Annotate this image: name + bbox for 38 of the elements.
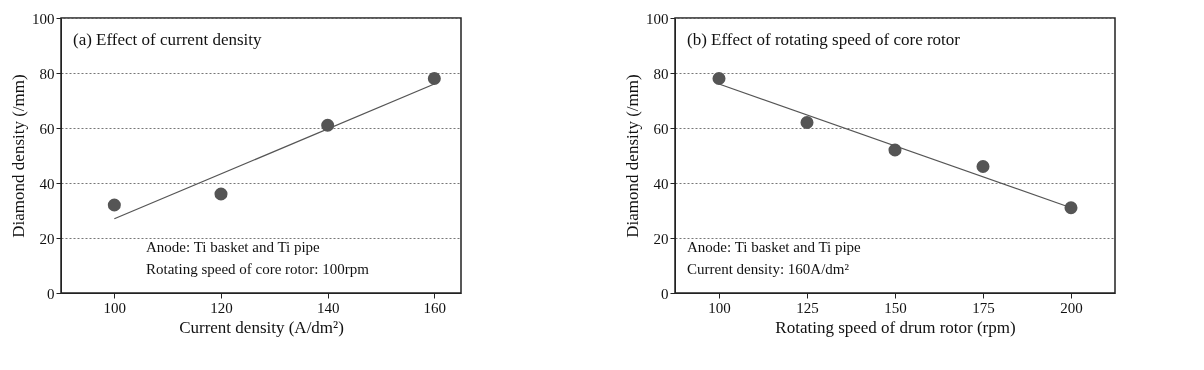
point (427, 71, 441, 86)
y-tick-label: 40 (653, 175, 669, 192)
point (800, 115, 814, 130)
y-tick-label: 100 (646, 10, 669, 27)
x-tick-label: 125 (796, 299, 819, 316)
y-tick-label: 80 (653, 65, 669, 82)
x-tick-label: 100 (103, 299, 127, 316)
x-tick-label: 160 (423, 299, 447, 316)
y-tick-label: 40 (39, 175, 55, 192)
point (107, 198, 121, 212)
y-tick-label: 60 (39, 120, 55, 137)
y-tick-label: 0 (47, 285, 55, 302)
y-tick-label: 100 (32, 10, 55, 27)
x-tick-label: 150 (884, 299, 907, 316)
x-tick-label: 100 (708, 299, 731, 316)
annotation: Anode: Ti basket and Ti pipe (146, 239, 321, 255)
y-axis-title: Diamond density (/mm) (623, 74, 642, 238)
x-tick-label: 120 (210, 299, 233, 316)
y-tick-label: 80 (39, 65, 55, 82)
point (1064, 201, 1078, 215)
y-tick-label: 0 (661, 285, 669, 302)
y-tick-label: 20 (653, 230, 669, 247)
x-tick-label: 175 (972, 299, 995, 316)
y-tick-label: 60 (653, 120, 669, 137)
x-tick-label: 200 (1060, 299, 1083, 316)
y-tick-label: 20 (39, 230, 55, 247)
x-axis-title: Current density (A/dm²) (179, 317, 344, 337)
text: (a) Effect of current density (73, 30, 262, 49)
annotation: Anode: Ti basket and Ti pipe (687, 239, 862, 255)
point (712, 71, 726, 86)
annotation: Current density: 160A/dm² (687, 261, 850, 277)
point (976, 159, 990, 174)
x-tick-label: 140 (316, 299, 340, 316)
text: (b) Effect of rotating speed of core rotor (687, 30, 961, 49)
x-axis-title: Rotating speed of drum rotor (rpm) (775, 317, 1016, 337)
point (214, 187, 228, 201)
y-axis-title: Diamond density (/mm) (9, 74, 28, 238)
annotation: Rotating speed of core rotor: 100rpm (146, 261, 370, 277)
